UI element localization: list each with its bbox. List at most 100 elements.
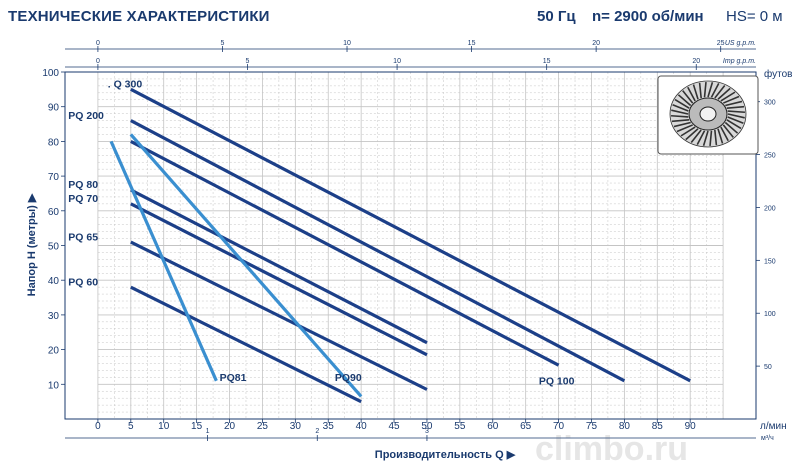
series-label-q-300: . Q 300 <box>108 79 143 91</box>
feet-tick-label: 300 <box>764 100 776 107</box>
x-tick-label: 45 <box>388 421 400 432</box>
imp-gpm-unit: Imp g.p.m. <box>723 58 756 65</box>
x-tick-label: 80 <box>619 421 631 432</box>
x-tick-label: 10 <box>158 421 170 432</box>
series-label-pq90: PQ90 <box>335 372 362 384</box>
us-gpm-tick-label: 20 <box>592 40 600 47</box>
series-line-pq-100 <box>130 139 560 367</box>
m3h-tick-label: 1 <box>206 428 210 435</box>
y-tick-label: 10 <box>48 380 60 391</box>
x-tick-label: 5 <box>128 421 134 432</box>
series-line-q-300 <box>130 87 691 383</box>
impeller-vane <box>680 126 696 137</box>
impeller-vane <box>692 84 699 100</box>
m3h-unit-label: м³/ч <box>761 435 774 442</box>
feet-tick-label: 150 <box>764 258 776 265</box>
impeller-bore <box>699 106 717 122</box>
series-lines <box>109 87 691 404</box>
x-tick-label: 0 <box>95 421 101 432</box>
impeller-vane <box>702 130 709 146</box>
impeller-vane <box>670 114 689 118</box>
x-tick-label: 85 <box>652 421 664 432</box>
series-line-pq90 <box>129 133 363 398</box>
x-tick-label: 75 <box>586 421 598 432</box>
series-label-pq81: PQ81 <box>220 372 247 384</box>
feet-unit-label: футов <box>764 68 792 80</box>
impeller-vane <box>673 121 691 128</box>
x-unit-label: л/мин <box>760 421 787 432</box>
series-line-pq-60 <box>130 285 362 404</box>
y-tick-label: 90 <box>48 103 60 114</box>
impeller-vane <box>725 100 743 107</box>
speed-label: n= 2900 об/мин <box>592 8 704 25</box>
impeller-vane <box>727 113 745 119</box>
x-tick-label: 15 <box>191 421 203 432</box>
y-tick-label: 70 <box>48 172 60 183</box>
imp-gpm-tick-label: 0 <box>96 58 100 65</box>
chart-title: ТЕХНИЧЕСКИЕ ХАРАКТЕРИСТИКИ <box>8 8 270 25</box>
impeller-vane <box>726 119 742 130</box>
y-axis-title: Напор H (метры) ▶ <box>26 193 38 296</box>
series-label-pq-80: PQ 80 <box>68 179 98 191</box>
feet-tick-label: 200 <box>764 205 776 212</box>
us-gpm-tick-label: 5 <box>221 40 225 47</box>
us-gpm-tick-label: 15 <box>468 40 476 47</box>
imp-gpm-tick-label: 5 <box>246 58 250 65</box>
us-gpm-unit: US g.p.m. <box>725 40 756 47</box>
impeller-vane <box>682 90 694 104</box>
us-gpm-tick-label: 0 <box>96 40 100 47</box>
us-gpm-tick-label: 10 <box>343 40 351 47</box>
y-tick-label: 20 <box>48 346 60 357</box>
y-tick-label: 50 <box>48 242 60 253</box>
series-label-pq-60: PQ 60 <box>68 276 98 288</box>
hs-label: HS= 0 м <box>726 8 783 25</box>
x-tick-label: 70 <box>553 421 565 432</box>
x-tick-label: 25 <box>257 421 269 432</box>
series-labels: . Q 300 PQ 200 PQ 100 PQ 80 PQ 70 PQ 65 PQ 60 P… <box>68 79 574 388</box>
impeller-vane <box>722 124 734 138</box>
tick-labels: 0 5 10 15 20 25 30 35 40 45 50 55 60 65 70 75 80 85 90 л/ми… <box>42 68 792 442</box>
top-axes: 0 5 10 15 20 25 US g.p.m. 0 5 10 15 20 Imp g.p.m. <box>65 40 756 70</box>
x-tick-label: 30 <box>290 421 302 432</box>
impeller-vane <box>703 81 707 98</box>
impeller-vane <box>671 109 689 115</box>
x-tick-label: 55 <box>454 421 466 432</box>
impeller-vane <box>714 84 726 99</box>
impeller-vane <box>685 128 699 141</box>
imp-gpm-tick-label: 10 <box>393 58 401 65</box>
y-tick-label: 80 <box>48 137 60 148</box>
impeller-vane <box>687 86 696 102</box>
impeller-vane <box>674 98 690 109</box>
x-tick-label: 65 <box>520 421 532 432</box>
impeller-vane <box>671 119 690 123</box>
series-line-pq-65 <box>130 240 428 391</box>
impeller-vane <box>714 129 718 146</box>
x-axis-title: Производительность Q ▶ <box>375 449 516 461</box>
series-line-pq-200 <box>130 119 626 383</box>
impeller-vane <box>698 82 702 99</box>
y-tick-label: 40 <box>48 276 60 287</box>
y-tick-label: 60 <box>48 207 60 218</box>
impeller-vane <box>720 126 729 142</box>
series-label-pq-200: PQ 200 <box>68 110 104 122</box>
impeller-icon <box>657 75 759 155</box>
x-tick-label: 40 <box>356 421 368 432</box>
impeller-vane <box>727 116 744 125</box>
impeller-vane <box>696 130 706 145</box>
series-label-pq-100: PQ 100 <box>539 375 575 387</box>
axis-titles: Производительность Q ▶ Напор H (метры) ▶ <box>26 193 516 461</box>
grid <box>97 72 724 419</box>
series-line-pq-80 <box>130 188 428 345</box>
x-tick-label: 20 <box>224 421 236 432</box>
impeller-vane <box>677 94 692 107</box>
m3h-tick-label: 3 <box>425 428 429 435</box>
impeller-vane <box>717 128 724 144</box>
frequency-label: 50 Гц <box>537 8 576 25</box>
impeller-vane <box>710 83 720 98</box>
impeller-vane <box>690 129 702 144</box>
feet-tick-label: 50 <box>764 364 772 371</box>
impeller-vane <box>724 121 739 134</box>
impeller-vane <box>723 95 740 104</box>
series-label-pq-70: PQ 70 <box>68 193 98 205</box>
